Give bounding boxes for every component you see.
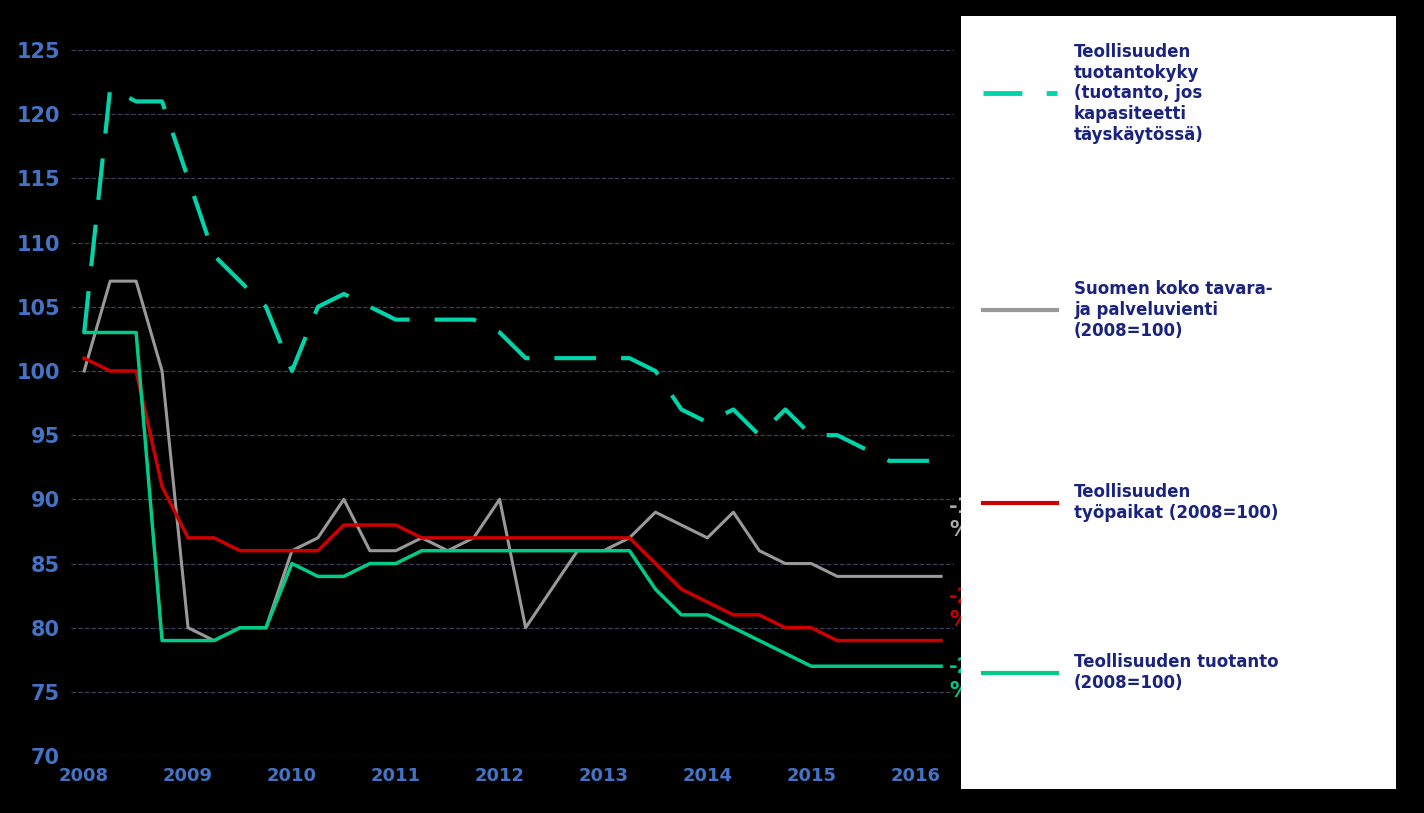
Text: Teollisuuden
tuotantokyky
(tuotanto, jos
kapasiteetti
täyskäytössä): Teollisuuden tuotantokyky (tuotanto, jos…	[1074, 43, 1203, 144]
Text: Teollisuuden tuotanto
(2008=100): Teollisuuden tuotanto (2008=100)	[1074, 654, 1279, 692]
Text: -16
%: -16 %	[948, 497, 987, 540]
Text: -23
%: -23 %	[948, 658, 987, 701]
Text: -21
%: -21 %	[948, 587, 987, 630]
Text: Suomen koko tavara-
ja palveluvienti
(2008=100): Suomen koko tavara- ja palveluvienti (20…	[1074, 280, 1273, 340]
Text: Teollisuuden
työpaikat (2008=100): Teollisuuden työpaikat (2008=100)	[1074, 484, 1279, 522]
